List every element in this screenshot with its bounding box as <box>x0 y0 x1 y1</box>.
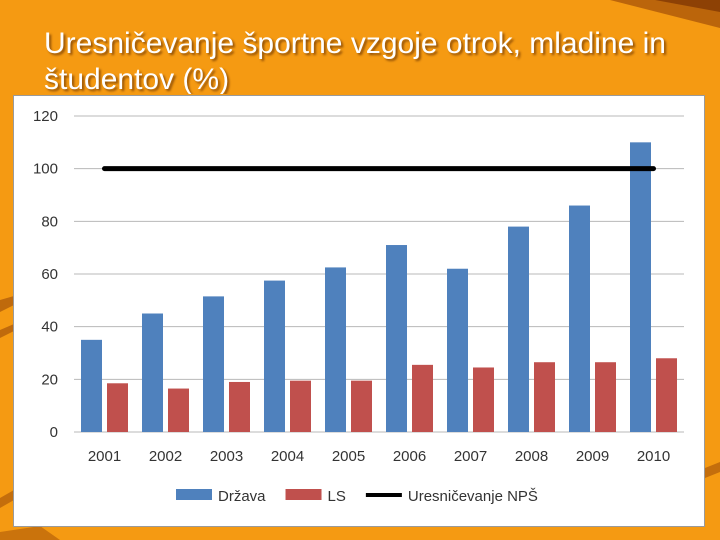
x-tick-label: 2010 <box>637 448 670 465</box>
y-tick-label: 120 <box>33 108 58 125</box>
bar-dr-ava <box>142 313 163 432</box>
bar-ls <box>534 362 555 432</box>
bar-ls <box>412 364 433 432</box>
bar-dr-ava <box>386 245 407 432</box>
slide-title: Uresničevanje športne vzgoje otrok, mlad… <box>44 27 666 94</box>
bar-dr-ava <box>325 267 346 432</box>
legend-label: Država <box>218 488 266 505</box>
bar-chart: 0 20 40 60 80 100 120 2001 2002 2003 2004 2005 2006 2… <box>33 108 684 505</box>
x-tick-label: 2003 <box>210 448 243 465</box>
x-tick-label: 2002 <box>149 448 182 465</box>
bar-dr-ava <box>203 296 224 432</box>
bar-ls <box>168 388 189 432</box>
bar-ls <box>595 362 616 432</box>
bar-ls <box>107 383 128 432</box>
x-tick-label: 2005 <box>332 448 365 465</box>
y-tick-label: 80 <box>41 213 58 230</box>
bar-ls <box>351 380 372 432</box>
x-tick-label: 2006 <box>393 448 426 465</box>
bar-ls <box>290 380 311 432</box>
bar-ls <box>229 381 250 432</box>
bar-dr-ava <box>81 339 102 432</box>
y-tick-label: 40 <box>41 319 58 336</box>
bar-dr-ava <box>447 268 468 432</box>
bar-dr-ava <box>508 226 529 432</box>
legend-swatch <box>176 489 212 500</box>
chart-panel: 0 20 40 60 80 100 120 2001 2002 2003 2004 2005 2006 2… <box>13 95 705 527</box>
y-tick-label: 100 <box>33 161 58 178</box>
bar-dr-ava <box>264 280 285 432</box>
bar-dr-ava <box>569 205 590 432</box>
legend-label: LS <box>328 488 346 505</box>
legend-label: Uresničevanje NPŠ <box>408 488 538 505</box>
legend-swatch <box>285 489 322 500</box>
x-tick-label: 2007 <box>454 448 487 465</box>
x-tick-label: 2001 <box>88 448 121 465</box>
x-tick-label: 2009 <box>576 448 609 465</box>
bar-ls <box>656 358 677 432</box>
bar-ls <box>473 367 494 432</box>
y-tick-label: 60 <box>41 266 58 283</box>
y-tick-label: 0 <box>50 424 58 441</box>
y-tick-label: 20 <box>41 371 58 388</box>
x-tick-label: 2004 <box>271 448 304 465</box>
bar-dr-ava <box>630 142 651 433</box>
x-tick-label: 2008 <box>515 448 548 465</box>
